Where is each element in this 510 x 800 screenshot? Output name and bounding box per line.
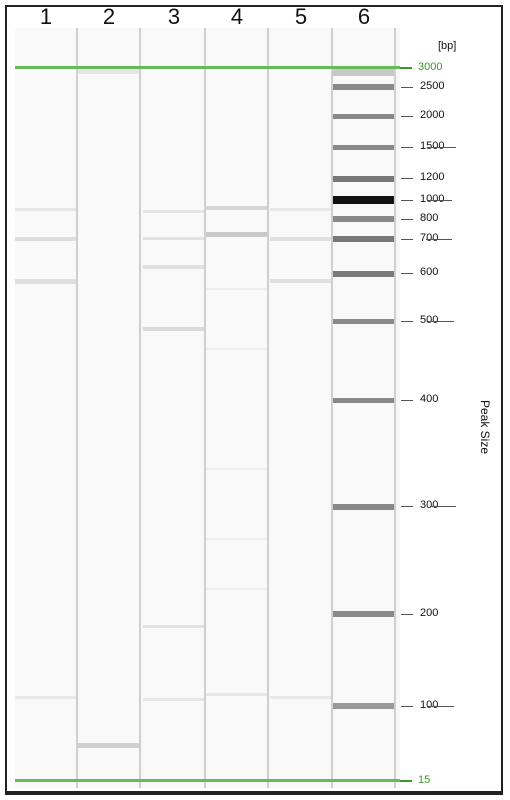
band bbox=[78, 743, 139, 748]
gel-image bbox=[15, 28, 400, 788]
scale-label-15: 15 bbox=[418, 774, 431, 786]
scale-label-3000: 3000 bbox=[418, 61, 443, 73]
band bbox=[333, 216, 394, 222]
band bbox=[333, 611, 394, 617]
band bbox=[333, 68, 394, 76]
band bbox=[333, 84, 394, 90]
band bbox=[15, 279, 76, 284]
lane-number-5: 5 bbox=[294, 4, 308, 29]
band bbox=[333, 145, 394, 150]
band bbox=[78, 68, 139, 74]
scale-label-200: 200 bbox=[420, 607, 439, 619]
scale-label-1500: 1500 bbox=[420, 140, 445, 152]
band bbox=[333, 504, 394, 510]
lane-2 bbox=[78, 28, 141, 788]
reference-line bbox=[430, 506, 456, 507]
lane-number-4: 4 bbox=[230, 4, 244, 29]
reference-line bbox=[426, 239, 452, 240]
band bbox=[143, 237, 204, 240]
band bbox=[270, 237, 331, 241]
band bbox=[143, 210, 204, 213]
band bbox=[333, 114, 394, 119]
scale-tick bbox=[401, 116, 413, 117]
lane-4 bbox=[206, 28, 269, 788]
band bbox=[206, 206, 267, 210]
scale-label-400: 400 bbox=[420, 393, 439, 405]
band bbox=[206, 693, 267, 696]
lane-6 bbox=[333, 28, 396, 788]
scale-tick bbox=[401, 321, 413, 322]
scale-label-1000: 1000 bbox=[420, 193, 445, 205]
band bbox=[206, 348, 267, 350]
band bbox=[270, 208, 331, 211]
band bbox=[270, 279, 331, 283]
scale-label-100: 100 bbox=[420, 699, 439, 711]
band bbox=[15, 237, 76, 241]
lane-5 bbox=[270, 28, 333, 788]
band bbox=[206, 232, 267, 237]
scale-tick bbox=[401, 400, 413, 401]
band bbox=[15, 208, 76, 211]
lane-3 bbox=[143, 28, 206, 788]
lane-1 bbox=[15, 28, 78, 788]
band bbox=[206, 288, 267, 290]
band bbox=[333, 271, 394, 277]
lane-number-3: 3 bbox=[167, 4, 181, 29]
scale-label-300: 300 bbox=[420, 499, 439, 511]
band bbox=[206, 588, 267, 590]
band bbox=[333, 236, 394, 242]
band bbox=[143, 625, 204, 628]
scale-tick bbox=[400, 780, 412, 782]
band bbox=[333, 196, 394, 204]
band bbox=[206, 538, 267, 540]
lower-marker-line bbox=[15, 779, 400, 782]
scale-label-1200: 1200 bbox=[420, 171, 445, 183]
band bbox=[270, 696, 331, 699]
lane-number-1: 1 bbox=[39, 4, 53, 29]
scale-label-2500: 2500 bbox=[420, 80, 445, 92]
scale-label-500: 500 bbox=[420, 314, 439, 326]
scale-tick bbox=[401, 200, 413, 201]
band bbox=[143, 327, 204, 331]
band bbox=[333, 176, 394, 182]
reference-line bbox=[428, 200, 452, 201]
scale-tick bbox=[401, 219, 413, 220]
scale-label-700: 700 bbox=[420, 232, 439, 244]
unit-label: [bp] bbox=[438, 40, 457, 52]
lane-number-6: 6 bbox=[357, 4, 371, 29]
scale-tick bbox=[401, 178, 413, 179]
upper-marker-line bbox=[15, 66, 400, 69]
scale-tick bbox=[401, 506, 413, 507]
axis-title: Peak Size bbox=[478, 399, 493, 455]
bottom-rule bbox=[5, 793, 503, 795]
scale-label-600: 600 bbox=[420, 266, 439, 278]
band bbox=[333, 319, 394, 324]
scale-tick bbox=[401, 239, 413, 240]
band bbox=[333, 398, 394, 403]
scale-label-2000: 2000 bbox=[420, 109, 445, 121]
scale-label-800: 800 bbox=[420, 212, 439, 224]
band bbox=[333, 703, 394, 709]
scale-tick bbox=[401, 273, 413, 274]
scale-tick bbox=[400, 67, 412, 69]
scale-tick bbox=[401, 706, 413, 707]
scale-tick bbox=[401, 147, 413, 148]
band bbox=[143, 265, 204, 269]
reference-line bbox=[428, 706, 454, 707]
band bbox=[206, 468, 267, 470]
band bbox=[143, 698, 204, 701]
reference-line bbox=[428, 147, 456, 148]
scale-tick bbox=[401, 87, 413, 88]
lane-number-2: 2 bbox=[102, 4, 116, 29]
scale-tick bbox=[401, 614, 413, 615]
reference-line bbox=[428, 321, 454, 322]
band bbox=[15, 696, 76, 699]
